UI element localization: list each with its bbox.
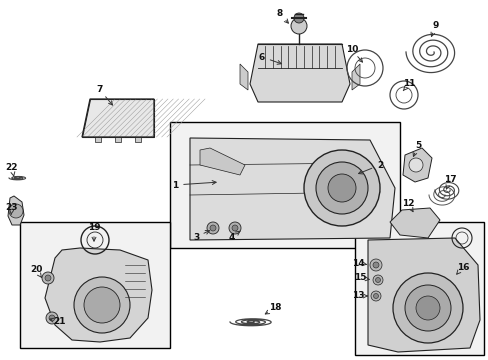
- Text: 17: 17: [443, 175, 455, 184]
- Text: 5: 5: [414, 140, 420, 149]
- Bar: [20, 222, 170, 348]
- Text: 15: 15: [353, 274, 366, 283]
- Circle shape: [293, 13, 304, 23]
- Circle shape: [408, 158, 422, 172]
- Polygon shape: [8, 196, 24, 225]
- Circle shape: [375, 278, 380, 283]
- Circle shape: [74, 277, 130, 333]
- Bar: [115, 137, 121, 142]
- Text: 12: 12: [401, 198, 413, 207]
- Text: 9: 9: [432, 21, 438, 30]
- Circle shape: [372, 262, 378, 268]
- Circle shape: [304, 150, 379, 226]
- Circle shape: [228, 222, 241, 234]
- Text: 10: 10: [345, 45, 357, 54]
- Text: 8: 8: [276, 9, 283, 18]
- Bar: [170, 122, 399, 248]
- Text: 6: 6: [258, 53, 264, 62]
- Bar: [135, 137, 141, 142]
- Text: 23: 23: [6, 203, 18, 212]
- Text: 20: 20: [30, 266, 42, 274]
- Polygon shape: [82, 99, 154, 137]
- Text: 4: 4: [228, 233, 235, 242]
- Polygon shape: [190, 138, 394, 240]
- Polygon shape: [240, 64, 247, 90]
- Circle shape: [369, 259, 381, 271]
- Circle shape: [45, 275, 51, 281]
- Text: 18: 18: [268, 303, 281, 312]
- Circle shape: [46, 312, 58, 324]
- Circle shape: [42, 272, 54, 284]
- Circle shape: [370, 291, 380, 301]
- Circle shape: [404, 285, 450, 331]
- Circle shape: [315, 162, 367, 214]
- Circle shape: [84, 287, 120, 323]
- Text: 21: 21: [54, 318, 66, 327]
- Circle shape: [209, 225, 216, 231]
- Bar: [354, 222, 483, 355]
- Circle shape: [392, 273, 462, 343]
- Text: 7: 7: [97, 85, 103, 94]
- Circle shape: [415, 296, 439, 320]
- Circle shape: [9, 204, 23, 218]
- Circle shape: [290, 18, 306, 34]
- Text: 13: 13: [351, 292, 364, 301]
- Circle shape: [372, 275, 382, 285]
- Circle shape: [206, 222, 219, 234]
- Polygon shape: [367, 238, 479, 352]
- Circle shape: [231, 225, 238, 231]
- Text: 11: 11: [402, 80, 414, 89]
- Polygon shape: [351, 64, 359, 90]
- Circle shape: [327, 174, 355, 202]
- Text: 3: 3: [192, 233, 199, 242]
- Polygon shape: [249, 44, 349, 102]
- Polygon shape: [45, 248, 152, 342]
- Text: 16: 16: [456, 262, 468, 271]
- Text: 22: 22: [6, 163, 18, 172]
- Text: 1: 1: [171, 180, 178, 189]
- Text: 2: 2: [376, 161, 382, 170]
- Polygon shape: [200, 148, 244, 175]
- Text: 19: 19: [87, 224, 100, 233]
- Text: 14: 14: [351, 258, 364, 267]
- Polygon shape: [402, 148, 431, 182]
- Polygon shape: [389, 208, 439, 238]
- Circle shape: [373, 293, 378, 298]
- Bar: [95, 137, 101, 142]
- Circle shape: [49, 315, 55, 321]
